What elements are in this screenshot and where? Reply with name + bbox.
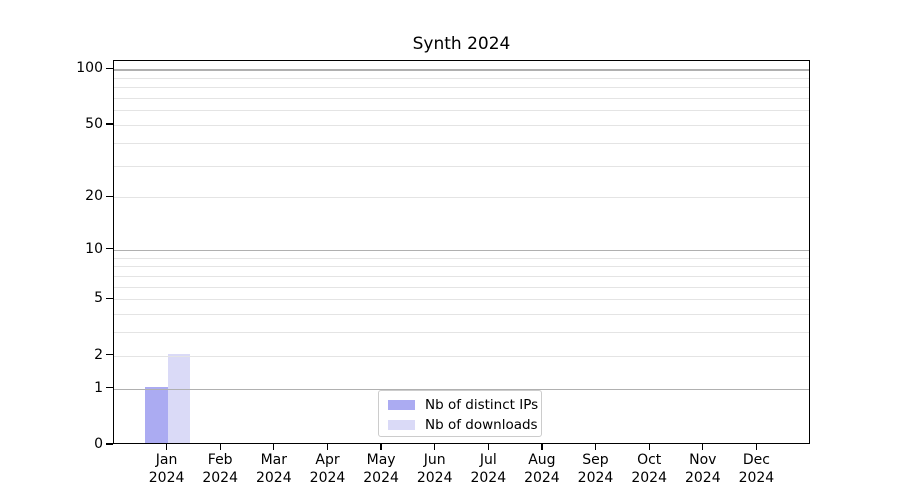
gridline-y-80 <box>114 87 809 89</box>
x-tick-year: 2024 <box>255 470 292 486</box>
bar-nb-of-downloads-jan <box>167 353 190 443</box>
y-tick-mark-5 <box>106 297 113 299</box>
gridline-y-5 <box>114 299 809 301</box>
x-tick-year: 2024 <box>363 470 399 486</box>
gridline-y-90 <box>114 77 809 79</box>
legend-label: Nb of downloads <box>425 417 538 433</box>
y-tick-mark-100 <box>106 67 113 70</box>
x-tick-mark-may <box>380 444 382 450</box>
x-tick-year: 2024 <box>416 470 453 486</box>
gridline-y-9 <box>114 257 809 259</box>
x-tick-mark-jan <box>166 444 168 450</box>
x-tick-label-dec: Dec 2024 <box>716 451 796 487</box>
x-tick-year: 2024 <box>470 470 507 486</box>
x-tick-month: Sep <box>582 452 609 468</box>
gridline-y-20 <box>114 197 809 199</box>
x-tick-year: 2024 <box>524 470 560 486</box>
x-tick-label-aug: Aug 2024 <box>502 451 582 487</box>
x-tick-mark-mar <box>273 444 275 450</box>
gridline-y-6 <box>114 286 809 288</box>
x-tick-month: Feb <box>207 452 233 468</box>
gridline-y-60 <box>114 110 809 112</box>
x-tick-label-jun: Jun 2024 <box>395 451 475 487</box>
x-tick-year: 2024 <box>202 470 238 486</box>
x-tick-month: Aug <box>528 452 556 468</box>
legend-label: Nb of distinct IPs <box>425 397 539 413</box>
x-tick-label-nov: Nov 2024 <box>663 451 743 487</box>
x-tick-label-sep: Sep 2024 <box>556 451 636 487</box>
x-tick-month: Mar <box>260 452 287 468</box>
gridline-y-10 <box>114 249 809 252</box>
y-tick-mark-20 <box>106 195 113 197</box>
x-tick-mark-nov <box>702 444 704 450</box>
x-tick-mark-oct <box>648 444 650 450</box>
x-tick-mark-jul <box>487 444 489 450</box>
x-tick-mark-feb <box>219 444 221 450</box>
legend: Nb of distinct IPs Nb of downloads <box>378 390 542 437</box>
gridline-y-1 <box>114 388 809 390</box>
x-tick-year: 2024 <box>148 470 185 486</box>
y-tick-mark-1 <box>106 386 113 389</box>
gridline-y-100 <box>114 69 809 71</box>
x-tick-mark-apr <box>326 444 329 450</box>
x-tick-month: Jan <box>155 452 178 468</box>
y-tick-label-2: 2 <box>94 346 103 363</box>
y-tick-label-5: 5 <box>94 290 103 307</box>
x-tick-month: May <box>366 452 396 468</box>
x-tick-month: Nov <box>689 452 717 468</box>
legend-swatch-icon <box>388 399 415 411</box>
x-tick-label-oct: Oct 2024 <box>609 451 689 487</box>
gridline-y-7 <box>114 275 809 277</box>
y-tick-mark-0 <box>106 443 113 445</box>
x-tick-month: Apr <box>315 452 340 468</box>
x-tick-label-jul: Jul 2024 <box>448 451 528 487</box>
x-tick-year: 2024 <box>631 470 667 486</box>
gridline-y-30 <box>114 165 809 167</box>
y-tick-label-1: 1 <box>94 379 103 396</box>
x-tick-label-feb: Feb 2024 <box>180 451 260 487</box>
legend-row: Nb of distinct IPs <box>388 397 538 413</box>
gridline-y-70 <box>114 98 809 100</box>
legend-swatch-icon <box>388 419 415 431</box>
x-tick-mark-sep <box>594 444 597 450</box>
x-tick-year: 2024 <box>577 470 614 486</box>
x-tick-year: 2024 <box>738 470 775 486</box>
y-tick-label-20: 20 <box>85 188 103 205</box>
x-tick-month: Oct <box>637 452 662 468</box>
x-tick-mark-aug <box>541 444 543 450</box>
y-tick-label-10: 10 <box>85 240 103 257</box>
gridline-y-40 <box>114 142 809 144</box>
x-tick-month: Dec <box>742 452 770 468</box>
gridline-y-4 <box>114 314 809 315</box>
y-tick-mark-50 <box>106 123 113 125</box>
gridline-y-3 <box>114 332 809 334</box>
plot-area <box>113 60 810 444</box>
x-tick-year: 2024 <box>684 470 721 486</box>
x-tick-label-jan: Jan 2024 <box>127 451 207 487</box>
y-tick-mark-2 <box>106 353 113 356</box>
y-tick-label-0: 0 <box>94 436 103 452</box>
y-tick-label-50: 50 <box>85 116 103 132</box>
x-tick-month: Jul <box>479 452 497 468</box>
x-tick-label-apr: Apr 2024 <box>288 451 368 487</box>
x-tick-label-may: May 2024 <box>341 451 421 487</box>
gridline-y-2 <box>114 355 809 357</box>
gridline-y-8 <box>114 266 809 268</box>
gridline-y-50 <box>114 125 809 126</box>
y-tick-label-100: 100 <box>76 60 103 77</box>
x-tick-month: Jun <box>423 452 446 468</box>
x-tick-mark-dec <box>755 444 757 450</box>
bar-nb-of-distinct-ips-jan <box>145 386 168 443</box>
legend-row: Nb of downloads <box>388 417 538 433</box>
chart-title: Synth 2024 <box>412 34 511 54</box>
y-tick-mark-10 <box>106 248 113 250</box>
x-tick-year: 2024 <box>309 470 346 486</box>
x-tick-label-mar: Mar 2024 <box>234 451 314 487</box>
x-tick-mark-jun <box>434 444 436 450</box>
